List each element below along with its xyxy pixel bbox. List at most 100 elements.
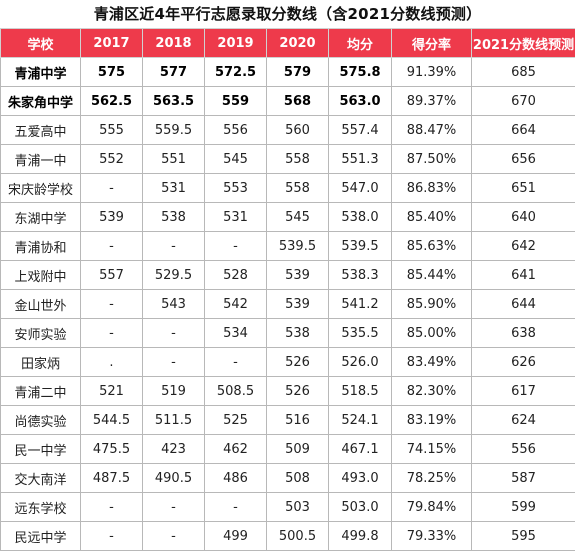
cell-2019: - (205, 348, 267, 377)
cell-score-rate: 85.44% (392, 261, 472, 290)
cell-school: 宋庆龄学校 (1, 174, 81, 203)
cell-2018: 559.5 (143, 116, 205, 145)
cell-2017: - (81, 290, 143, 319)
cell-2021-prediction: 587 (472, 464, 575, 493)
cell-2019: 508.5 (205, 377, 267, 406)
cell-2017: 539 (81, 203, 143, 232)
cell-school: 远东学校 (1, 493, 81, 522)
cell-2019: 486 (205, 464, 267, 493)
header-score-rate: 得分率 (392, 29, 472, 58)
cell-score-rate: 88.47% (392, 116, 472, 145)
cell-2018: - (143, 232, 205, 261)
header-row: 学校 2017 2018 2019 2020 均分 得分率 2021分数线预测 (1, 29, 575, 58)
cell-2021-prediction: 640 (472, 203, 575, 232)
cell-average: 563.0 (329, 87, 392, 116)
cell-average: 467.1 (329, 435, 392, 464)
cell-2020: 503 (267, 493, 329, 522)
cell-2020: 538 (267, 319, 329, 348)
cell-2018: 519 (143, 377, 205, 406)
cell-score-rate: 85.00% (392, 319, 472, 348)
cell-2019: - (205, 232, 267, 261)
cell-average: 547.0 (329, 174, 392, 203)
cell-average: 503.0 (329, 493, 392, 522)
cell-score-rate: 78.25% (392, 464, 472, 493)
cell-school: 青浦一中 (1, 145, 81, 174)
cell-school: 东湖中学 (1, 203, 81, 232)
cell-2021-prediction: 644 (472, 290, 575, 319)
cell-average: 557.4 (329, 116, 392, 145)
cell-2018: - (143, 493, 205, 522)
header-2017: 2017 (81, 29, 143, 58)
header-school: 学校 (1, 29, 81, 58)
cell-2021-prediction: 664 (472, 116, 575, 145)
cell-2019: 542 (205, 290, 267, 319)
cell-average: 538.3 (329, 261, 392, 290)
cell-2017: 562.5 (81, 87, 143, 116)
cell-2020: 508 (267, 464, 329, 493)
cell-2017: 555 (81, 116, 143, 145)
cell-score-rate: 83.49% (392, 348, 472, 377)
cell-2019: - (205, 493, 267, 522)
cell-2020: 545 (267, 203, 329, 232)
cell-average: 524.1 (329, 406, 392, 435)
cell-2017: - (81, 232, 143, 261)
cell-2019: 531 (205, 203, 267, 232)
cell-2019: 545 (205, 145, 267, 174)
cell-2017: 575 (81, 58, 143, 87)
cell-score-rate: 85.40% (392, 203, 472, 232)
cell-2020: 558 (267, 174, 329, 203)
cell-school: 安师实验 (1, 319, 81, 348)
cell-school: 民一中学 (1, 435, 81, 464)
cell-school: 交大南洋 (1, 464, 81, 493)
cell-2017: 487.5 (81, 464, 143, 493)
cell-2018: 551 (143, 145, 205, 174)
cell-school: 青浦中学 (1, 58, 81, 87)
cell-2018: 531 (143, 174, 205, 203)
cell-average: 526.0 (329, 348, 392, 377)
cell-average: 493.0 (329, 464, 392, 493)
cell-score-rate: 91.39% (392, 58, 472, 87)
header-2021-prediction: 2021分数线预测 (472, 29, 575, 58)
cell-school: 朱家角中学 (1, 87, 81, 116)
cell-2017: 557 (81, 261, 143, 290)
cell-2018: 529.5 (143, 261, 205, 290)
cell-score-rate: 79.33% (392, 522, 472, 551)
cell-2020: 560 (267, 116, 329, 145)
cell-score-rate: 87.50% (392, 145, 472, 174)
cell-2021-prediction: 685 (472, 58, 575, 87)
cell-2020: 516 (267, 406, 329, 435)
cell-score-rate: 86.83% (392, 174, 472, 203)
header-2019: 2019 (205, 29, 267, 58)
header-2018: 2018 (143, 29, 205, 58)
cell-2019: 462 (205, 435, 267, 464)
cell-2017: 521 (81, 377, 143, 406)
cell-2021-prediction: 626 (472, 348, 575, 377)
cell-average: 541.2 (329, 290, 392, 319)
cell-2021-prediction: 617 (472, 377, 575, 406)
cell-2017: 544.5 (81, 406, 143, 435)
cell-school: 田家炳 (1, 348, 81, 377)
cell-2017: - (81, 319, 143, 348)
cell-2020: 539 (267, 290, 329, 319)
cell-school: 民远中学 (1, 522, 81, 551)
cell-2018: 423 (143, 435, 205, 464)
cell-2018: - (143, 319, 205, 348)
cell-2017: . (81, 348, 143, 377)
cell-2020: 539.5 (267, 232, 329, 261)
cell-score-rate: 85.63% (392, 232, 472, 261)
cell-2017: 552 (81, 145, 143, 174)
cell-2017: - (81, 174, 143, 203)
cell-2020: 526 (267, 348, 329, 377)
cell-score-rate: 79.84% (392, 493, 472, 522)
